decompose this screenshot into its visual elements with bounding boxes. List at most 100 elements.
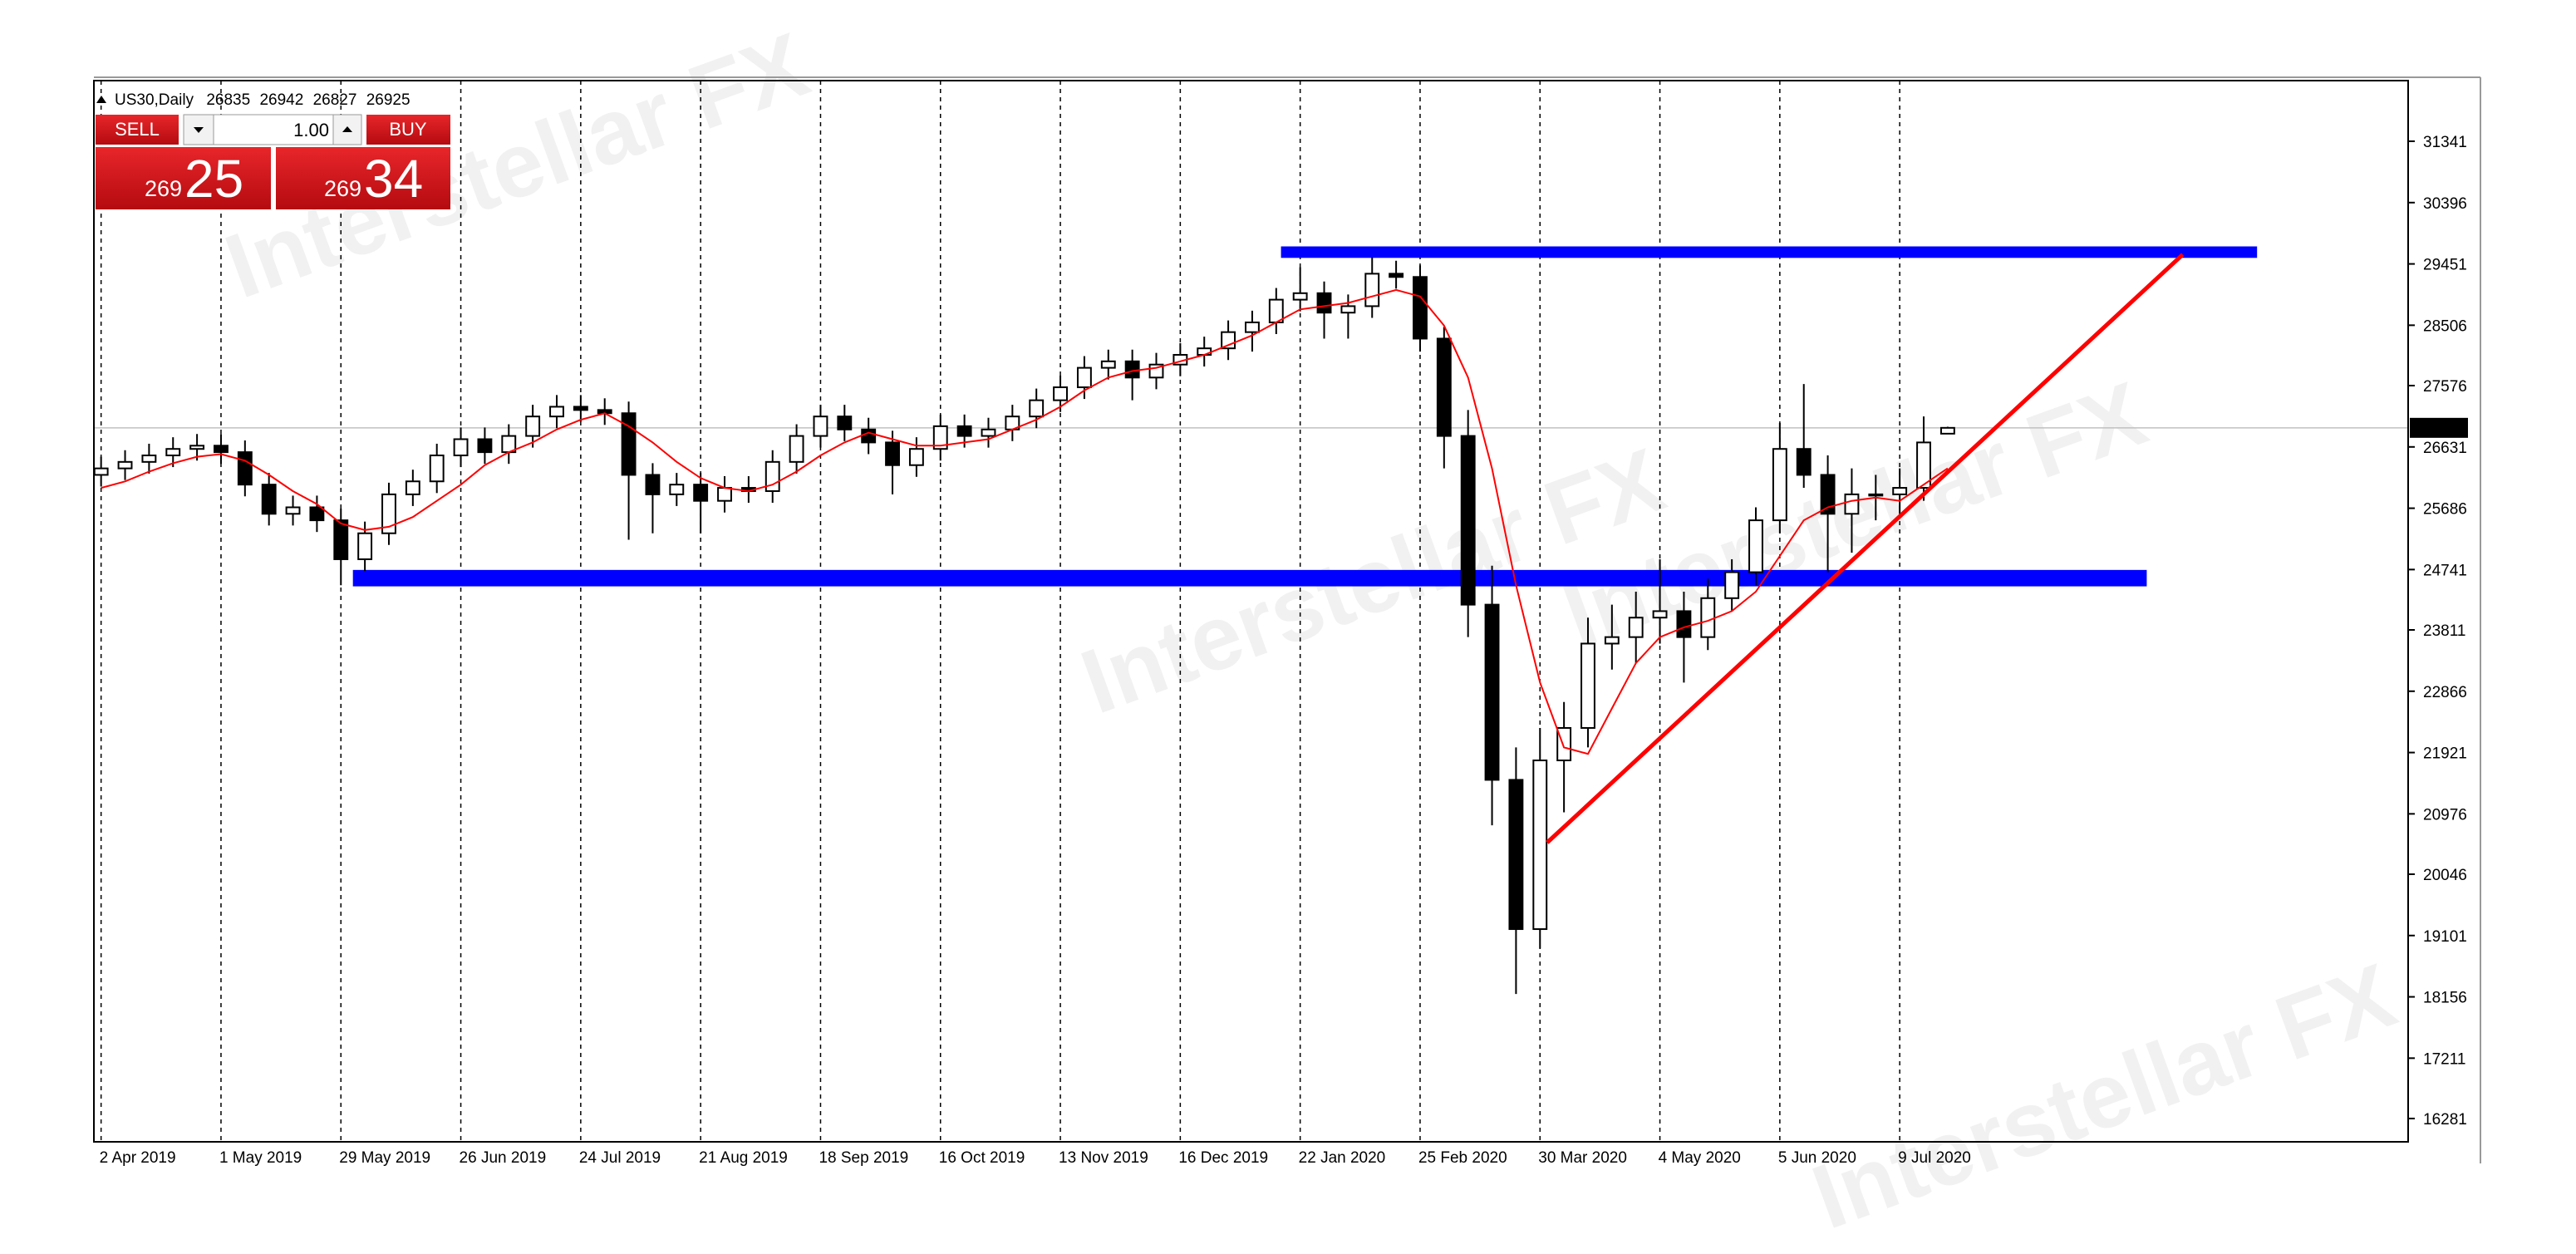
candle-body	[165, 448, 181, 457]
candle-body	[477, 438, 493, 454]
candle-body	[1508, 779, 1524, 931]
plot	[93, 81, 2408, 1142]
ask-main: 34	[364, 149, 423, 209]
candle-body	[1700, 597, 1716, 638]
x-tick-label: 30 Mar 2020	[1538, 1149, 1627, 1167]
candle-body	[549, 406, 564, 418]
candle-body	[1413, 276, 1428, 340]
close-value: 26925	[366, 91, 410, 109]
candle-body	[1316, 292, 1332, 314]
candle-body	[117, 460, 133, 470]
high-value: 26942	[259, 91, 303, 109]
y-tick-label: 19101	[2423, 928, 2467, 946]
candle-body	[1892, 487, 1908, 495]
candle-body	[429, 455, 445, 483]
zone	[352, 569, 2147, 587]
candle-body	[141, 455, 157, 463]
candle-body	[1532, 760, 1548, 931]
candle-body	[1029, 399, 1045, 418]
trendline	[1546, 253, 2185, 844]
candle-body	[1581, 642, 1595, 729]
open-value: 26835	[206, 91, 250, 109]
candle-body	[932, 425, 948, 450]
x-tick-label: 24 Jul 2019	[579, 1149, 661, 1167]
candle-body	[453, 438, 469, 457]
buy-label: BUY	[389, 119, 427, 140]
y-tick-label: 18156	[2423, 990, 2467, 1007]
y-tick-label: 26631	[2423, 440, 2467, 457]
ask-box[interactable]	[276, 147, 450, 209]
x-tick-label: 2 Apr 2019	[100, 1149, 176, 1167]
candle-body	[908, 448, 924, 466]
candle-body	[1628, 617, 1644, 638]
candle-body	[1844, 493, 1860, 515]
candle-body	[525, 416, 541, 437]
candle-body	[1340, 305, 1356, 314]
y-tick-label: 16281	[2423, 1111, 2467, 1129]
y-tick-label: 24741	[2423, 562, 2467, 579]
candle-body	[956, 425, 972, 437]
candle-body	[93, 467, 109, 476]
moving-average	[101, 288, 1949, 755]
buy-button[interactable]	[366, 115, 450, 145]
candle-body	[189, 445, 205, 450]
y-tick-label: 30396	[2423, 195, 2467, 213]
candle-body	[645, 474, 661, 495]
candle-body	[1053, 386, 1068, 401]
plot-frame	[93, 80, 2409, 1143]
candle-body	[1460, 435, 1476, 606]
candle-body	[981, 428, 996, 437]
candle-body	[214, 445, 229, 454]
candle-body	[693, 484, 709, 502]
candle-body	[1076, 366, 1092, 389]
header-text: US30,Daily 26835 26942 26827 26925	[115, 91, 410, 109]
candle-body	[237, 451, 253, 486]
x-tick-label: 26 Jun 2019	[460, 1149, 547, 1167]
y-tick-label: 22866	[2423, 684, 2467, 701]
candle-body	[861, 428, 877, 444]
x-tick-label: 9 Jul 2020	[1898, 1149, 1971, 1167]
header: US30,Daily 26835 26942 26827 26925	[96, 91, 410, 109]
candle-body	[717, 487, 732, 502]
x-tick-label: 1 May 2019	[219, 1149, 302, 1167]
lot-input[interactable]	[213, 114, 334, 145]
x-tick-label: 5 Jun 2020	[1778, 1149, 1856, 1167]
candle-body	[813, 416, 828, 437]
x-tick-label: 16 Dec 2019	[1178, 1149, 1268, 1167]
y-tick-label: 17211	[2423, 1050, 2465, 1068]
y-tick-label: 28506	[2423, 317, 2467, 335]
candle-body	[669, 484, 685, 495]
x-tick-label: 18 Sep 2019	[819, 1149, 908, 1167]
bid-main: 25	[184, 149, 243, 209]
candle-body	[381, 493, 396, 534]
candle-body	[1748, 519, 1763, 573]
x-tick-label: 25 Feb 2020	[1418, 1149, 1507, 1167]
candle-body	[1916, 441, 1931, 489]
bid-prefix: 269	[145, 176, 182, 201]
sell-button[interactable]	[96, 115, 179, 145]
ask-prefix: 269	[324, 176, 361, 201]
candle-body	[1556, 726, 1572, 762]
current-price-label: 26925	[2415, 420, 2459, 438]
candle-body	[1820, 474, 1836, 515]
symbol: US30,Daily	[115, 91, 194, 109]
candle-body	[573, 406, 588, 411]
y-tick-label: 20976	[2423, 806, 2467, 824]
candle-body	[309, 506, 325, 522]
x-tick-label: 4 May 2020	[1659, 1149, 1741, 1167]
lot-value: 1.00	[293, 120, 329, 140]
candle-body	[357, 532, 373, 560]
candle-body	[1772, 448, 1787, 522]
sell-label: SELL	[115, 119, 160, 140]
bid-box[interactable]	[96, 147, 271, 209]
candle-body	[1100, 360, 1116, 369]
y-tick-label: 20046	[2423, 867, 2467, 884]
x-tick-label: 22 Jan 2020	[1299, 1149, 1386, 1167]
candle-body	[1245, 321, 1260, 333]
candle-body	[1652, 610, 1668, 619]
collapse-icon[interactable]	[96, 96, 106, 103]
candle-body	[1724, 571, 1740, 599]
down-arrow	[194, 127, 204, 133]
